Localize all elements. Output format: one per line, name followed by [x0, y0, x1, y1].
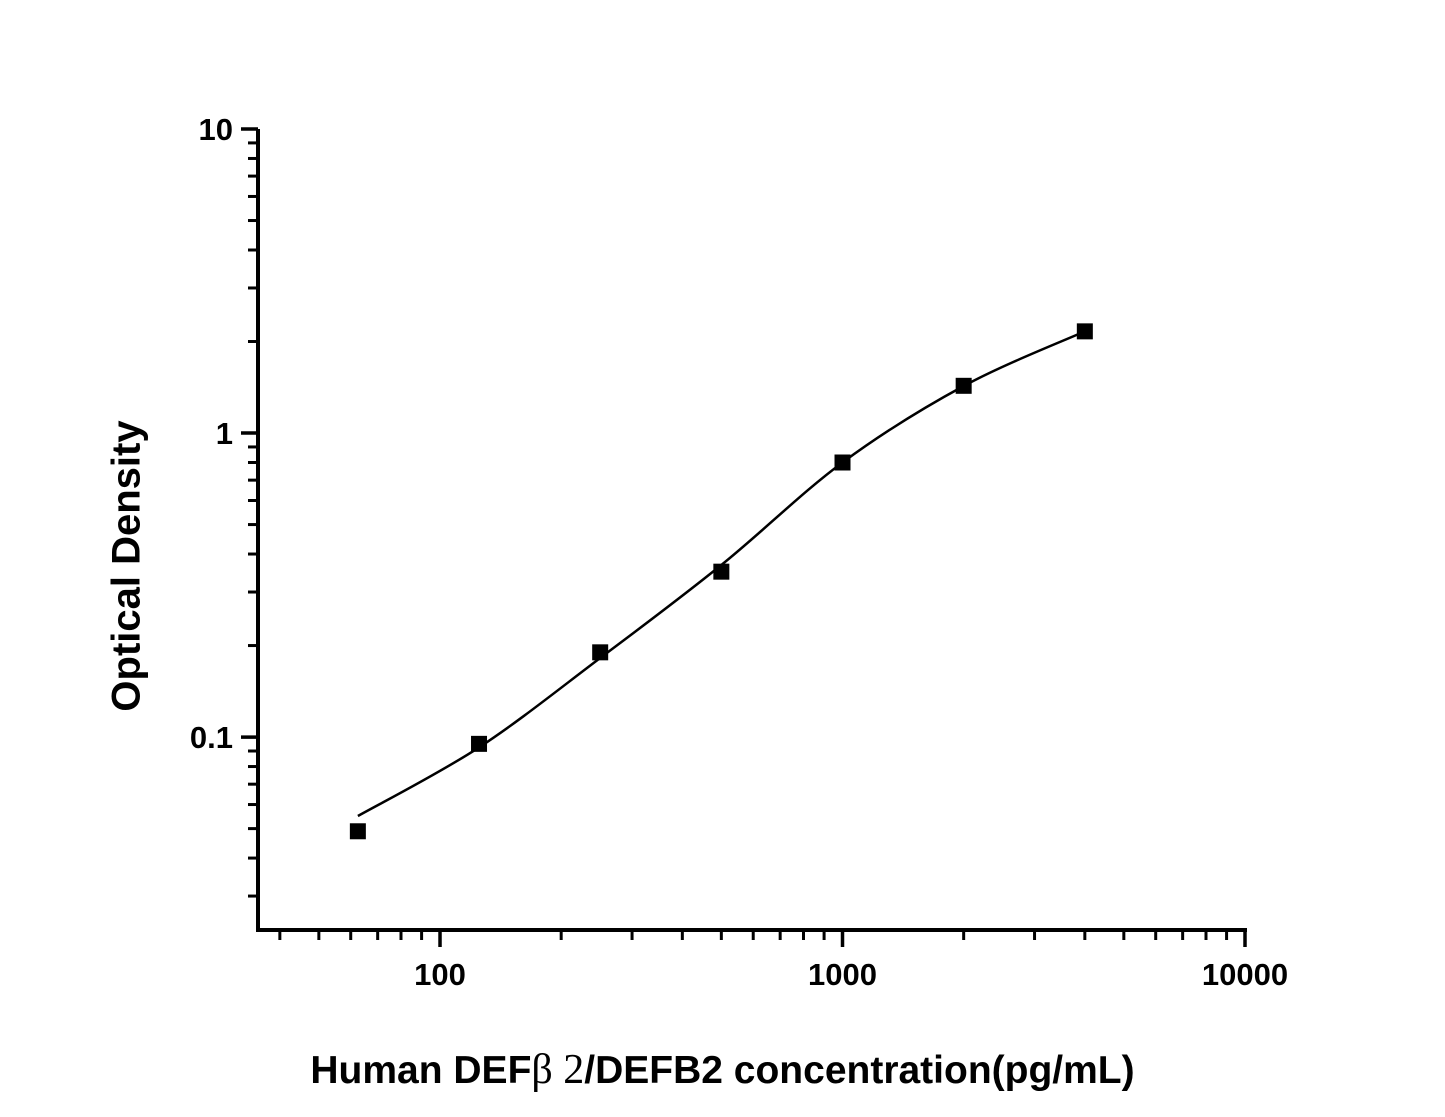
x-axis-title-suffix: /DEFB2 concentration(pg/mL)	[584, 1049, 1135, 1092]
y-tick-label: 10	[199, 112, 233, 147]
data-point-marker	[955, 377, 972, 394]
y-axis-title: Optical Density	[104, 420, 149, 712]
data-point-marker	[349, 823, 366, 840]
x-axis-title-greek-beta: β 2	[531, 1047, 585, 1093]
y-tick-label: 1	[216, 416, 233, 451]
x-tick-label: 10000	[1202, 957, 1288, 992]
data-point-marker	[713, 563, 730, 580]
x-axis-title-prefix: Human DEF	[310, 1049, 532, 1092]
data-point-marker	[1076, 323, 1093, 340]
x-axis-title: Human DEFβ 2/DEFB2 concentration(pg/mL)	[0, 1046, 1445, 1094]
data-point-marker	[471, 735, 488, 752]
data-point-marker	[834, 454, 851, 471]
x-tick-label: 100	[414, 957, 466, 992]
data-point-marker	[592, 644, 609, 661]
x-tick-label: 1000	[808, 957, 877, 992]
y-tick-label: 0.1	[190, 720, 233, 755]
